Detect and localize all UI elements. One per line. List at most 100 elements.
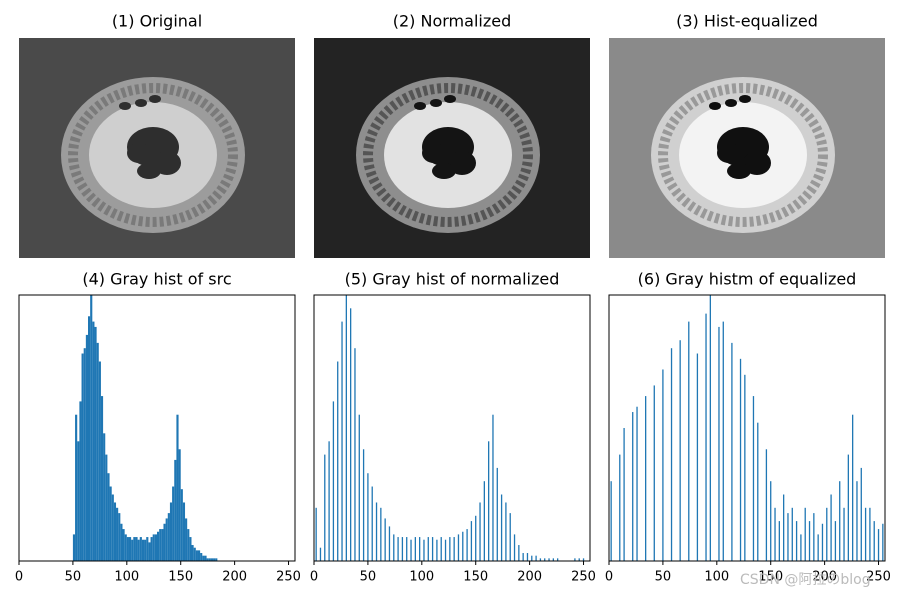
bar	[107, 473, 110, 561]
bar	[488, 441, 490, 561]
bar	[350, 308, 352, 561]
x-tick-label: 250	[866, 570, 891, 585]
x-tick-label: 0	[605, 570, 613, 585]
bar	[388, 526, 391, 561]
bar	[619, 454, 621, 561]
beans	[727, 163, 751, 179]
beans	[127, 143, 151, 163]
bar	[739, 358, 742, 561]
x-tick-label: 50	[655, 570, 672, 585]
bar	[453, 537, 455, 561]
bar	[860, 467, 862, 561]
bar	[466, 529, 468, 561]
bar	[752, 396, 755, 561]
bar	[778, 521, 780, 561]
bar	[427, 537, 429, 561]
bar	[169, 502, 173, 561]
bar	[414, 537, 416, 561]
bar	[688, 321, 690, 561]
bar	[670, 348, 673, 561]
bar	[795, 521, 798, 561]
bar	[103, 433, 106, 561]
x-tick-label: 100	[409, 570, 434, 585]
bar	[105, 454, 108, 561]
bar	[163, 523, 166, 561]
bar	[830, 494, 832, 561]
bean	[725, 99, 737, 107]
beans	[137, 163, 161, 179]
bar	[834, 521, 837, 561]
bar	[662, 369, 664, 561]
image	[19, 38, 295, 258]
plate-pattern	[68, 83, 238, 227]
bar	[557, 558, 559, 561]
bar	[77, 441, 80, 561]
axes-frame	[608, 294, 886, 562]
bar	[475, 515, 477, 561]
bar	[535, 555, 537, 561]
bar	[118, 513, 121, 561]
bar	[479, 502, 481, 561]
bar	[178, 449, 181, 561]
bar	[124, 534, 127, 561]
bar	[548, 558, 550, 561]
x-tick-label: 0	[310, 570, 318, 585]
bean	[149, 95, 161, 103]
bar	[505, 502, 507, 561]
bar	[410, 539, 412, 561]
bar	[744, 374, 746, 561]
bar	[92, 321, 95, 561]
bar	[539, 558, 542, 561]
bar	[457, 534, 460, 561]
bar	[161, 529, 164, 561]
bar	[345, 295, 347, 561]
bar	[109, 486, 112, 561]
bar	[718, 326, 720, 561]
bean	[739, 95, 751, 103]
bar	[144, 539, 147, 561]
bar	[85, 334, 88, 561]
bar	[470, 521, 473, 561]
bar	[496, 467, 498, 561]
bar	[180, 489, 183, 561]
bar	[195, 550, 198, 561]
bean	[430, 99, 442, 107]
bar	[770, 481, 772, 561]
bean	[709, 102, 721, 110]
image-title: (1) Original	[112, 12, 202, 31]
image-title: (3) Hist-equalized	[676, 12, 818, 31]
bar	[111, 494, 114, 561]
bean	[135, 99, 147, 107]
x-tick-label: 200	[812, 570, 837, 585]
bar	[141, 539, 145, 561]
bar	[574, 558, 576, 561]
bar	[72, 534, 76, 561]
bar	[610, 481, 612, 561]
bar	[208, 558, 211, 561]
bar	[189, 537, 192, 561]
bar	[423, 539, 425, 561]
bar	[826, 507, 828, 561]
bar	[100, 396, 104, 561]
bar	[787, 513, 789, 561]
bar	[148, 542, 151, 561]
beans	[422, 143, 446, 163]
bar	[839, 481, 841, 561]
axes-frame	[18, 294, 296, 562]
bar	[88, 316, 91, 561]
bean	[444, 95, 456, 103]
bar	[159, 529, 162, 561]
bar	[513, 534, 516, 561]
image	[609, 38, 885, 258]
bar	[79, 401, 82, 561]
bar	[791, 507, 793, 561]
bar	[544, 558, 546, 561]
plate-pattern	[363, 83, 533, 227]
chart-title: (5) Gray hist of normalized	[345, 270, 560, 289]
x-tick-label: 100	[114, 570, 139, 585]
x-tick-label: 250	[276, 570, 301, 585]
bar	[362, 449, 365, 561]
bar	[440, 537, 442, 561]
bar	[500, 494, 503, 561]
x-tick-label: 100	[704, 570, 729, 585]
